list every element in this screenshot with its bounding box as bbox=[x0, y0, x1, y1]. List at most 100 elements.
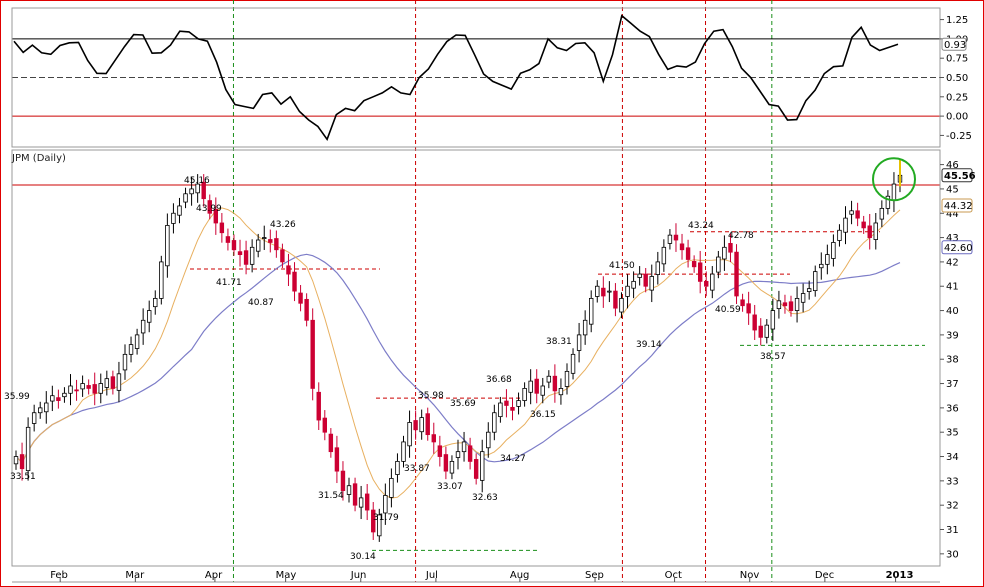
candle-body-145 bbox=[891, 183, 897, 201]
candle-body-134 bbox=[825, 254, 830, 265]
price-label: 41.71 bbox=[216, 278, 242, 288]
x-tick-label: Jul bbox=[425, 570, 438, 581]
candle-body-56 bbox=[352, 483, 358, 506]
price-label: 42.78 bbox=[728, 231, 754, 241]
candlesticks bbox=[13, 157, 916, 542]
candle-body-110 bbox=[679, 243, 685, 251]
candle-body-78 bbox=[486, 431, 491, 449]
indicator-tick-label: -0.25 bbox=[946, 131, 972, 142]
candle-body-48 bbox=[304, 298, 309, 321]
candle-body-70 bbox=[437, 445, 443, 457]
candle-body-103 bbox=[637, 273, 642, 278]
candle-body-97 bbox=[601, 287, 606, 297]
price-labels: 35.99 33.51 45.16 43.99 41.71 40.87 43.26 31.54… bbox=[4, 176, 786, 562]
candle-body-29 bbox=[189, 188, 194, 195]
candle-body-84 bbox=[522, 388, 527, 401]
highlight-circle bbox=[872, 157, 916, 202]
x-tick-label: Jun bbox=[350, 570, 367, 581]
candle-body-34 bbox=[219, 222, 225, 234]
candle-body-25 bbox=[165, 225, 170, 267]
candle-body-82 bbox=[510, 406, 515, 411]
candle-body-50 bbox=[316, 391, 321, 421]
candle-body-86 bbox=[534, 378, 539, 394]
price-label: 31.79 bbox=[373, 513, 399, 523]
candle-body-89 bbox=[552, 375, 558, 392]
candle-body-32 bbox=[207, 200, 212, 214]
candle-body-130 bbox=[800, 293, 806, 303]
candle-body-83 bbox=[516, 400, 521, 407]
price-tick-label: 31 bbox=[946, 525, 959, 536]
candle-body-62 bbox=[389, 478, 394, 498]
candle-body-132 bbox=[813, 271, 818, 292]
candle-body-107 bbox=[661, 246, 667, 265]
candle-body-14 bbox=[98, 383, 103, 394]
price-label: 35.69 bbox=[450, 399, 476, 409]
chart-title: JPM (Daily) bbox=[11, 153, 66, 164]
x-tick-label: Feb bbox=[50, 570, 68, 581]
candle-body-20 bbox=[134, 334, 140, 349]
candle-body-45 bbox=[286, 265, 291, 275]
candle-body-104 bbox=[643, 273, 648, 287]
candle-body-8 bbox=[62, 392, 67, 398]
candle-body-39 bbox=[249, 246, 255, 265]
price-label: 36.15 bbox=[530, 410, 556, 420]
candle-body-137 bbox=[843, 217, 848, 233]
candle-body-71 bbox=[443, 454, 449, 472]
candle-body-123 bbox=[758, 325, 763, 338]
price-label: 41.50 bbox=[609, 261, 635, 271]
candle-body-17 bbox=[116, 373, 122, 391]
candle-body-100 bbox=[619, 297, 624, 313]
price-tick-label: 43 bbox=[946, 233, 959, 244]
candle-body-13 bbox=[92, 384, 97, 394]
candle-body-57 bbox=[358, 497, 364, 508]
candle-body-5 bbox=[44, 402, 49, 413]
x-tick-label: Sep bbox=[585, 570, 604, 581]
candle-body-15 bbox=[104, 378, 110, 388]
candle-body-141 bbox=[867, 225, 872, 238]
candle-body-91 bbox=[564, 370, 570, 387]
candle-body-143 bbox=[879, 207, 885, 220]
candle-body-26 bbox=[171, 212, 176, 224]
x-tick-label: Apr bbox=[205, 570, 223, 581]
candle-body-64 bbox=[401, 441, 406, 462]
price-tag-1: 44.32 bbox=[944, 201, 973, 212]
candle-body-55 bbox=[346, 485, 352, 495]
price-tick-label: 45 bbox=[946, 184, 959, 195]
candle-body-72 bbox=[449, 460, 455, 474]
candle-body-87 bbox=[540, 385, 545, 396]
candle-body-136 bbox=[837, 229, 842, 241]
price-tag-0: 45.56 bbox=[944, 171, 976, 182]
candle-body-113 bbox=[697, 262, 703, 282]
candle-body-42 bbox=[268, 239, 273, 243]
candle-body-127 bbox=[782, 302, 788, 307]
candle-body-7 bbox=[56, 397, 61, 401]
candle-body-68 bbox=[425, 413, 430, 436]
candle-body-4 bbox=[38, 407, 43, 414]
candle-body-54 bbox=[340, 470, 346, 491]
candle-body-41 bbox=[262, 237, 267, 239]
candle-body-85 bbox=[528, 380, 533, 393]
gridlines bbox=[232, 0, 773, 582]
candle-body-79 bbox=[492, 412, 497, 433]
price-tick-label: 36 bbox=[946, 403, 959, 414]
price-tick-label: 34 bbox=[946, 452, 959, 463]
candle-body-66 bbox=[413, 420, 418, 431]
candle-body-33 bbox=[213, 208, 219, 224]
candle-body-58 bbox=[364, 493, 370, 511]
candle-body-112 bbox=[691, 261, 697, 268]
candle-body-44 bbox=[280, 249, 285, 263]
candle-body-10 bbox=[74, 389, 79, 392]
price-label: 33.07 bbox=[437, 482, 463, 492]
price-tag-box-2 bbox=[941, 240, 973, 255]
price-tag-2: 42.60 bbox=[944, 243, 973, 254]
indicator-line bbox=[13, 14, 899, 141]
price-label: 45.16 bbox=[184, 176, 210, 186]
candle-body-73 bbox=[455, 451, 461, 458]
candle-body-24 bbox=[159, 261, 164, 299]
candle-body-23 bbox=[153, 297, 158, 308]
price-tick-label: 46 bbox=[946, 160, 959, 171]
candle-body-105 bbox=[649, 276, 654, 291]
price-label: 35.98 bbox=[418, 391, 444, 401]
candle-body-53 bbox=[334, 447, 340, 472]
